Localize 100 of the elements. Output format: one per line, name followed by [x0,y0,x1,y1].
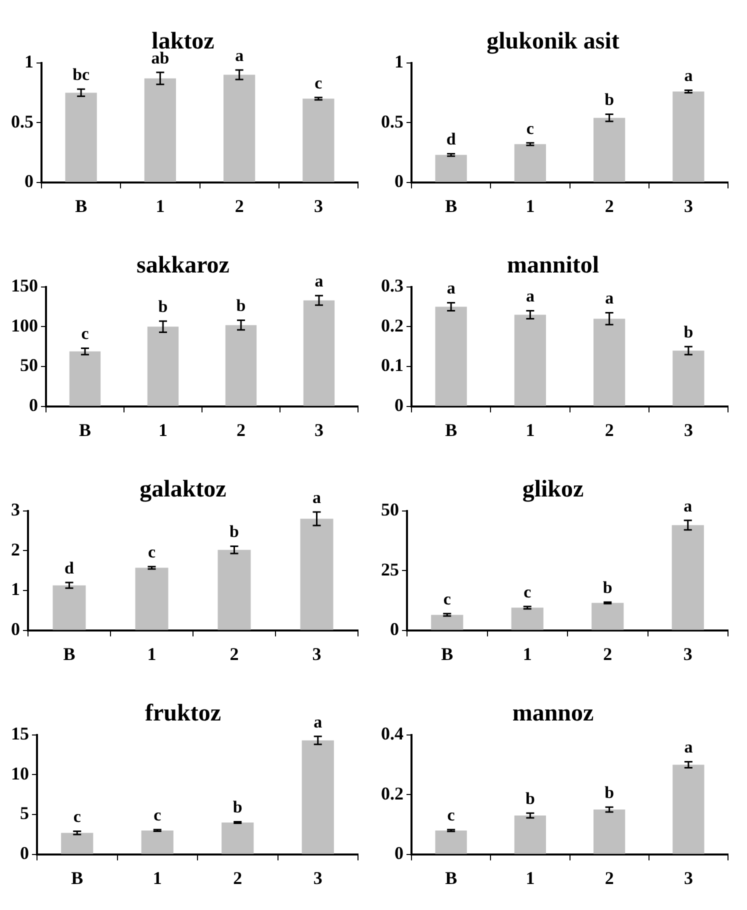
annotation: b [525,789,535,808]
bar [303,300,335,406]
y-tick-label: 0 [390,619,399,640]
annotation: c [524,582,532,602]
bar [61,832,94,854]
x-tick-label: 1 [152,868,162,888]
y-tick-label: 0 [394,171,404,192]
y-tick-label: 1 [24,51,34,72]
x-tick-label: 3 [684,868,693,888]
annotation: b [602,578,612,598]
bar [65,92,97,182]
bar [672,525,704,630]
x-tick-label: 1 [158,420,168,440]
bar [222,822,254,854]
bar [593,118,626,182]
y-tick-label: 0.4 [381,723,404,744]
x-tick-label: 1 [147,644,156,664]
annotation: c [148,542,156,562]
bar [302,98,334,182]
bar [218,550,251,630]
y-tick-label: 5 [20,803,29,824]
annotation: a [446,278,456,298]
x-tick-label: 2 [604,420,614,440]
bar [225,325,257,406]
annotation: a [235,46,244,65]
x-tick-label: B [75,196,88,216]
bar [672,764,704,854]
annotation: c [81,324,90,344]
bar [223,74,256,182]
x-tick-label: 3 [684,196,693,216]
y-tick-label: 0.5 [11,111,34,132]
annotation: b [232,798,242,817]
x-tick-label: 3 [314,420,324,440]
annotation: c [154,806,162,825]
annotation: a [605,288,614,308]
bar [672,92,704,182]
annotation: b [604,783,614,802]
y-tick-label: 1 [11,579,20,600]
y-tick-label: 0 [29,395,38,416]
chart-title: fruktoz [145,700,222,727]
x-tick-label: 1 [156,196,165,216]
bar [302,740,334,854]
bar [52,585,86,630]
y-tick-label: 0.2 [381,783,404,804]
y-tick-label: 0 [20,843,29,864]
y-tick-label: 25 [381,559,399,580]
y-tick-label: 0.2 [381,315,404,336]
y-tick-label: 0 [24,171,34,192]
annotation: a [312,488,322,507]
x-tick-label: B [441,644,454,664]
x-tick-label: 2 [604,868,614,888]
y-tick-label: 0.3 [381,275,404,296]
x-tick-label: 3 [312,644,322,664]
y-tick-label: 0 [394,395,404,416]
x-tick-label: B [445,196,458,216]
y-tick-label: 0 [11,619,20,640]
annotation: b [236,296,246,316]
x-tick-label: B [78,420,92,440]
x-tick-label: 2 [236,420,246,440]
bar [435,830,467,854]
y-tick-label: 0.1 [381,355,404,376]
bar [593,318,626,406]
chart-title: mannitol [506,252,600,279]
annotation: c [314,73,323,92]
annotation: a [684,738,694,757]
annotation: d [446,130,456,149]
y-tick-label: 50 [381,499,399,520]
x-tick-label: 3 [313,868,322,888]
x-tick-label: 2 [603,644,612,664]
x-tick-label: 2 [233,868,242,888]
chart-title: sakkaroz [136,252,230,279]
annotation: a [314,712,323,732]
y-tick-label: 100 [11,315,38,336]
chart-title: galaktoz [140,476,227,503]
x-tick-label: 2 [230,644,239,664]
bar [593,810,626,854]
y-tick-label: 3 [11,499,20,520]
y-tick-label: 2 [11,539,20,560]
bar [141,830,174,854]
annotation: b [684,322,694,342]
bar [144,78,176,182]
y-tick-label: 0.5 [381,111,404,132]
y-tick-label: 15 [11,723,29,744]
x-tick-label: B [445,420,458,440]
bar [514,314,546,406]
annotation: a [314,271,324,290]
x-tick-label: B [63,644,76,664]
x-tick-label: 2 [604,196,614,216]
annotation: c [526,118,534,138]
annotation: a [684,496,693,516]
bar [69,351,101,406]
y-tick-label: 150 [11,275,38,296]
bar [511,608,544,630]
chart-title: mannoz [512,700,594,727]
x-tick-label: 3 [314,196,323,216]
x-tick-label: 1 [526,196,535,216]
x-tick-label: 1 [526,868,535,888]
x-tick-label: B [71,868,84,888]
bar [592,602,624,630]
annotation: c [443,590,452,609]
